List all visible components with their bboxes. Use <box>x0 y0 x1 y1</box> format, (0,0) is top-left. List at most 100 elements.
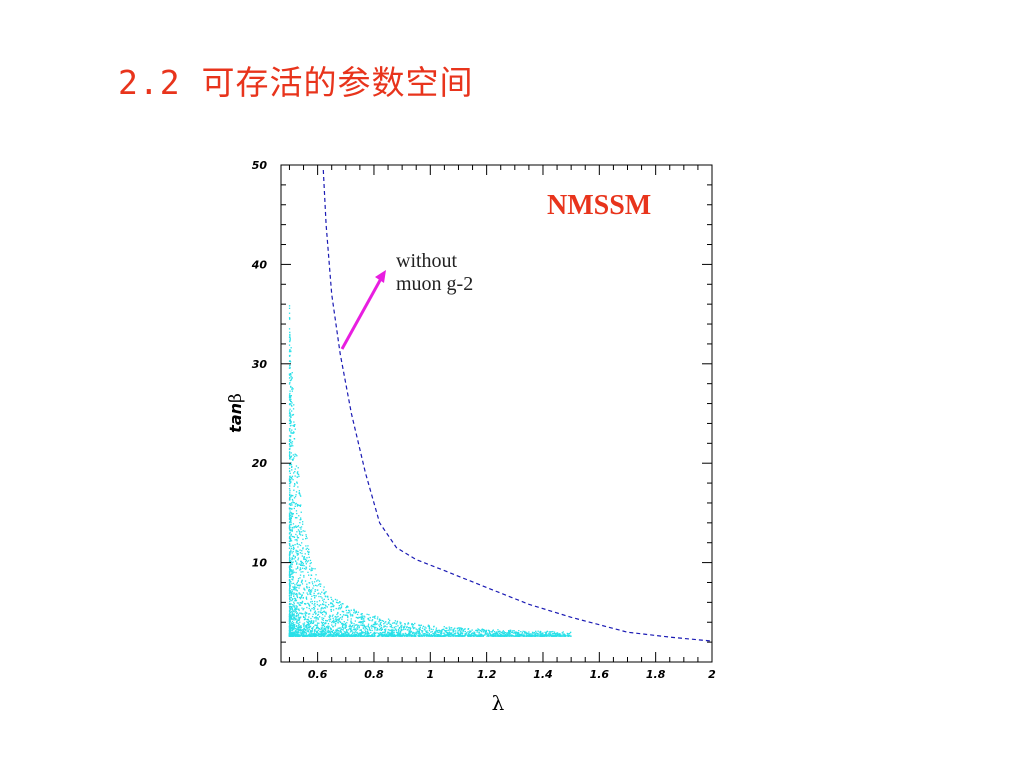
scatter-point <box>494 634 496 637</box>
scatter-point <box>297 550 299 553</box>
scatter-point <box>289 568 291 571</box>
scatter-point <box>288 383 291 385</box>
scatter-point <box>418 634 420 636</box>
scatter-point <box>300 616 302 618</box>
scatter-point <box>428 627 431 629</box>
scatter-point <box>300 534 302 536</box>
scatter-point <box>437 635 440 637</box>
scatter-point <box>534 633 536 635</box>
y-tick-label: 10 <box>252 557 268 570</box>
scatter-point <box>296 594 298 597</box>
scatter-point <box>360 634 362 636</box>
scatter-point <box>326 626 328 629</box>
scatter-point <box>330 609 332 611</box>
scatter-point <box>296 512 298 515</box>
scatter-point <box>294 628 297 630</box>
scatter-point <box>326 626 328 628</box>
scatter-point <box>498 632 500 634</box>
scatter-point <box>460 632 462 634</box>
scatter-point <box>373 623 375 626</box>
scatter-point <box>294 505 296 507</box>
scatter-point <box>346 605 348 607</box>
scatter-point <box>299 626 301 628</box>
scatter-point <box>332 603 334 606</box>
scatter-point <box>453 633 455 635</box>
scatter-point <box>383 634 385 636</box>
scatter-point <box>371 624 373 627</box>
scatter-point <box>570 635 572 637</box>
scatter-point <box>304 558 307 561</box>
scatter-point <box>290 504 292 506</box>
scatter-point <box>329 627 332 629</box>
scatter-point <box>350 620 352 622</box>
scatter-point <box>289 616 292 618</box>
scatter-point <box>297 529 300 531</box>
scatter-point <box>384 632 386 634</box>
scatter-point <box>330 606 332 608</box>
scatter-point <box>539 630 542 633</box>
scatter-point <box>292 582 295 584</box>
scatter-point <box>569 632 571 635</box>
scatter-point <box>311 581 313 583</box>
scatter-point <box>389 625 391 628</box>
scatter-point <box>558 635 560 637</box>
scatter-point <box>419 635 421 637</box>
scatter-point <box>313 607 315 609</box>
scatter-point <box>321 632 323 634</box>
y-axis-label: tanβ <box>226 393 246 433</box>
scatter-point <box>325 619 327 622</box>
scatter-point <box>293 631 295 633</box>
scatter-point <box>331 631 333 633</box>
scatter-point <box>302 592 305 594</box>
scatter-point <box>451 633 453 635</box>
scatter-point <box>341 615 344 618</box>
scatter-point <box>297 630 299 632</box>
scatter-point <box>347 635 349 637</box>
scatter-point <box>361 615 363 617</box>
scatter-point <box>321 631 324 633</box>
scatter-point <box>453 635 455 637</box>
scatter-point <box>333 632 335 634</box>
scatter-point <box>380 632 382 635</box>
scatter-point <box>289 612 291 614</box>
scatter-point <box>376 627 379 630</box>
scatter-point <box>503 631 505 633</box>
scatter-point <box>535 634 537 636</box>
scatter-point <box>412 626 414 628</box>
scatter-point <box>551 635 553 637</box>
scatter-point <box>524 635 526 637</box>
scatter-point <box>355 610 357 612</box>
scatter-point <box>289 517 291 519</box>
scatter-point <box>384 629 387 632</box>
scatter-point <box>403 627 405 629</box>
scatter-point <box>339 620 341 623</box>
scatter-point <box>289 395 291 397</box>
scatter-point <box>292 561 294 563</box>
scatter-point <box>291 376 293 379</box>
scatter-point <box>291 612 293 615</box>
scatter-point <box>326 635 328 637</box>
scatter-point <box>518 633 521 635</box>
scatter-point <box>329 631 331 633</box>
scatter-point <box>426 633 428 636</box>
scatter-point <box>308 607 310 610</box>
scatter-point <box>289 621 291 623</box>
scatter-point <box>484 630 487 632</box>
scatter-point <box>289 560 291 562</box>
scatter-point <box>290 522 292 524</box>
scatter-point <box>288 422 291 425</box>
scatter-point <box>415 628 417 630</box>
scatter-point <box>415 632 417 634</box>
scatter-point <box>290 622 292 624</box>
scatter-point <box>290 400 292 402</box>
scatter-point <box>486 632 488 634</box>
scatter-point <box>318 622 320 624</box>
scatter-point <box>449 633 452 635</box>
scatter-point <box>318 592 320 594</box>
scatter-point <box>290 347 292 349</box>
scatter-point <box>324 615 326 617</box>
scatter-point <box>383 625 385 627</box>
scatter-point <box>401 629 403 631</box>
scatter-point <box>306 626 308 628</box>
y-axis-label-symbol: β <box>226 393 246 403</box>
